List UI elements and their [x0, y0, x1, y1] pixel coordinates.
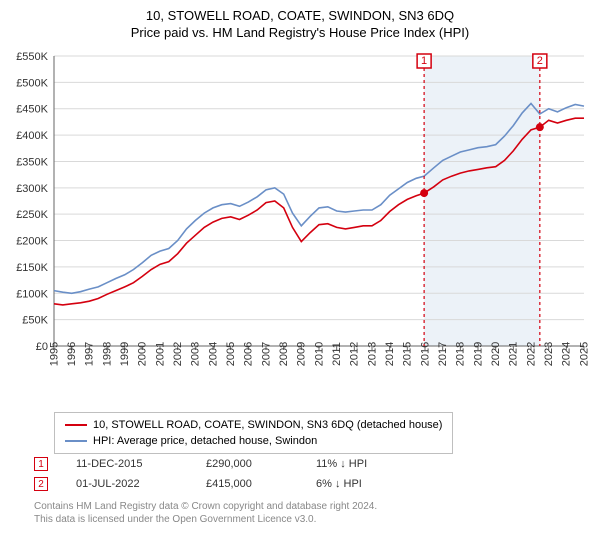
line-chart: £0 £50K £100K £150K £200K £250K £300K £350K £400…: [0, 46, 600, 406]
svg-text:2004: 2004: [207, 342, 219, 366]
svg-text:2023: 2023: [543, 342, 555, 366]
svg-text:£200K: £200K: [16, 236, 48, 248]
svg-text:2019: 2019: [472, 342, 484, 366]
svg-text:£50K: £50K: [22, 315, 48, 327]
legend-label: HPI: Average price, detached house, Swin…: [93, 433, 317, 449]
event-pct: 11% ↓ HPI: [316, 458, 436, 470]
svg-text:2024: 2024: [561, 342, 573, 366]
svg-text:2018: 2018: [455, 342, 467, 366]
svg-text:2006: 2006: [243, 342, 255, 366]
svg-text:£0: £0: [36, 341, 48, 353]
event-price: £290,000: [206, 458, 316, 470]
svg-text:2025: 2025: [578, 342, 590, 366]
event-row: 1 11-DEC-2015 £290,000 11% ↓ HPI: [34, 454, 436, 474]
svg-text:£300K: £300K: [16, 183, 48, 195]
event-list: 1 11-DEC-2015 £290,000 11% ↓ HPI 2 01-JU…: [34, 454, 436, 494]
footer: Contains HM Land Registry data © Crown c…: [34, 500, 377, 526]
svg-text:2007: 2007: [260, 342, 272, 366]
svg-text:2011: 2011: [331, 342, 343, 366]
event-marker-box: 2: [34, 477, 48, 491]
event-marker-box: 1: [34, 457, 48, 471]
svg-text:2001: 2001: [154, 342, 166, 366]
chart-container: 10, STOWELL ROAD, COATE, SWINDON, SN3 6D…: [0, 0, 600, 560]
svg-text:£400K: £400K: [16, 130, 48, 142]
svg-text:1998: 1998: [101, 342, 113, 366]
svg-text:2020: 2020: [490, 342, 502, 366]
svg-text:£550K: £550K: [16, 51, 48, 63]
legend-item: 10, STOWELL ROAD, COATE, SWINDON, SN3 6D…: [65, 417, 442, 433]
svg-text:£100K: £100K: [16, 288, 48, 300]
legend-label: 10, STOWELL ROAD, COATE, SWINDON, SN3 6D…: [93, 417, 442, 433]
svg-text:1995: 1995: [48, 342, 60, 366]
svg-text:2005: 2005: [225, 342, 237, 366]
svg-text:2002: 2002: [172, 342, 184, 366]
event-date: 01-JUL-2022: [76, 478, 206, 490]
svg-text:2014: 2014: [384, 342, 396, 366]
footer-line: Contains HM Land Registry data © Crown c…: [34, 500, 377, 513]
svg-text:2003: 2003: [190, 342, 202, 366]
chart-area: £0 £50K £100K £150K £200K £250K £300K £350K £400…: [0, 46, 600, 406]
svg-text:2008: 2008: [278, 342, 290, 366]
svg-text:2015: 2015: [402, 342, 414, 366]
event-price: £415,000: [206, 478, 316, 490]
event-row: 2 01-JUL-2022 £415,000 6% ↓ HPI: [34, 474, 436, 494]
footer-line: This data is licensed under the Open Gov…: [34, 513, 377, 526]
legend-swatch: [65, 424, 87, 426]
svg-text:2017: 2017: [437, 342, 449, 366]
svg-text:1996: 1996: [66, 342, 78, 366]
svg-text:£450K: £450K: [16, 104, 48, 116]
event-pct: 6% ↓ HPI: [316, 478, 436, 490]
svg-text:2010: 2010: [313, 342, 325, 366]
svg-text:2012: 2012: [349, 342, 361, 366]
svg-text:£150K: £150K: [16, 262, 48, 274]
svg-text:2013: 2013: [366, 342, 378, 366]
svg-text:2000: 2000: [137, 342, 149, 366]
svg-text:2: 2: [537, 55, 543, 67]
svg-text:1997: 1997: [84, 342, 96, 366]
svg-text:2016: 2016: [419, 342, 431, 366]
chart-title: 10, STOWELL ROAD, COATE, SWINDON, SN3 6D…: [0, 0, 600, 23]
legend-item: HPI: Average price, detached house, Swin…: [65, 433, 442, 449]
svg-text:£250K: £250K: [16, 209, 48, 221]
legend-swatch: [65, 440, 87, 442]
svg-text:£500K: £500K: [16, 77, 48, 89]
svg-text:2021: 2021: [508, 342, 520, 366]
chart-subtitle: Price paid vs. HM Land Registry's House …: [0, 23, 600, 46]
legend: 10, STOWELL ROAD, COATE, SWINDON, SN3 6D…: [54, 412, 453, 454]
svg-text:£350K: £350K: [16, 156, 48, 168]
svg-text:1999: 1999: [119, 342, 131, 366]
event-date: 11-DEC-2015: [76, 458, 206, 470]
svg-text:2009: 2009: [296, 342, 308, 366]
svg-text:1: 1: [421, 55, 427, 67]
svg-text:2022: 2022: [525, 342, 537, 366]
